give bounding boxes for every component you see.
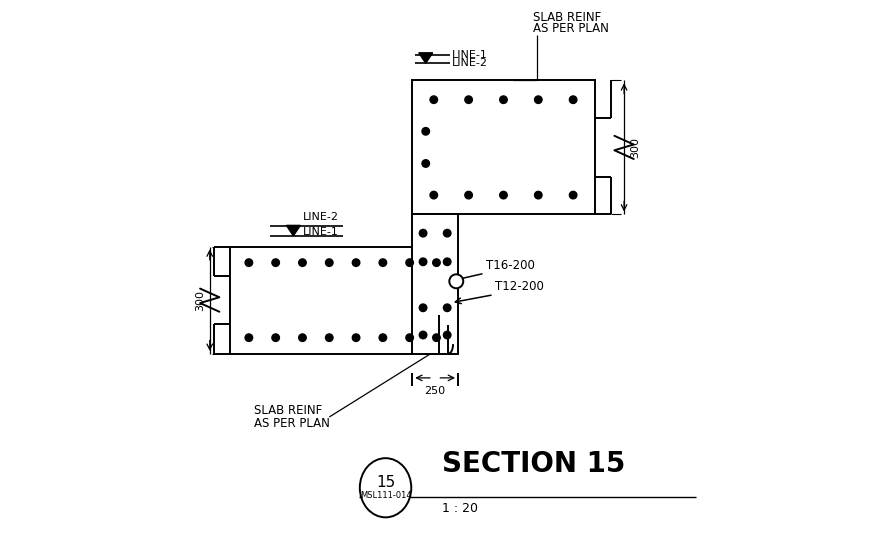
Circle shape [420, 331, 427, 339]
Text: LINE-1: LINE-1 [302, 227, 339, 237]
Circle shape [433, 334, 440, 341]
Circle shape [465, 191, 472, 199]
Circle shape [569, 191, 577, 199]
Circle shape [422, 160, 429, 167]
Text: LINE-2: LINE-2 [452, 58, 487, 68]
Circle shape [406, 259, 413, 266]
Text: 300: 300 [196, 289, 205, 311]
Circle shape [325, 334, 333, 341]
Circle shape [444, 331, 451, 339]
Text: SLAB REINF: SLAB REINF [533, 11, 601, 24]
Text: 15: 15 [376, 475, 396, 490]
Circle shape [465, 96, 472, 103]
Circle shape [444, 258, 451, 265]
Circle shape [420, 229, 427, 237]
Circle shape [299, 334, 306, 341]
Circle shape [379, 259, 387, 266]
Polygon shape [286, 225, 300, 236]
Circle shape [500, 96, 508, 103]
Polygon shape [419, 53, 433, 63]
Circle shape [500, 191, 508, 199]
Text: AS PER PLAN: AS PER PLAN [254, 417, 330, 430]
Text: T12-200: T12-200 [495, 280, 544, 293]
Circle shape [325, 259, 333, 266]
Circle shape [352, 259, 360, 266]
Circle shape [430, 96, 437, 103]
Circle shape [272, 259, 279, 266]
Circle shape [444, 304, 451, 311]
Text: AS PER PLAN: AS PER PLAN [533, 22, 609, 35]
Text: LINE-1: LINE-1 [452, 50, 487, 59]
Circle shape [245, 334, 252, 341]
Circle shape [245, 259, 252, 266]
Circle shape [352, 334, 360, 341]
Text: SLAB REINF: SLAB REINF [254, 404, 323, 416]
Circle shape [420, 258, 427, 265]
Circle shape [299, 259, 306, 266]
Circle shape [534, 191, 542, 199]
Ellipse shape [360, 458, 412, 517]
Text: 300: 300 [630, 137, 640, 158]
Circle shape [433, 259, 440, 266]
Text: 250: 250 [425, 386, 445, 396]
Text: MSL111-014: MSL111-014 [360, 492, 412, 500]
Text: SECTION 15: SECTION 15 [442, 450, 625, 478]
Circle shape [430, 191, 437, 199]
Bar [230, 247, 434, 354]
Circle shape [379, 334, 387, 341]
Circle shape [422, 128, 429, 135]
Circle shape [449, 274, 463, 288]
Circle shape [406, 334, 413, 341]
Circle shape [569, 96, 577, 103]
Circle shape [444, 229, 451, 237]
Bar [412, 80, 595, 214]
Text: 1 : 20: 1 : 20 [442, 502, 477, 515]
Text: LINE-2: LINE-2 [302, 212, 339, 222]
Text: T16-200: T16-200 [486, 259, 535, 272]
Circle shape [534, 96, 542, 103]
Bar [412, 214, 458, 354]
Circle shape [420, 304, 427, 311]
Circle shape [272, 334, 279, 341]
